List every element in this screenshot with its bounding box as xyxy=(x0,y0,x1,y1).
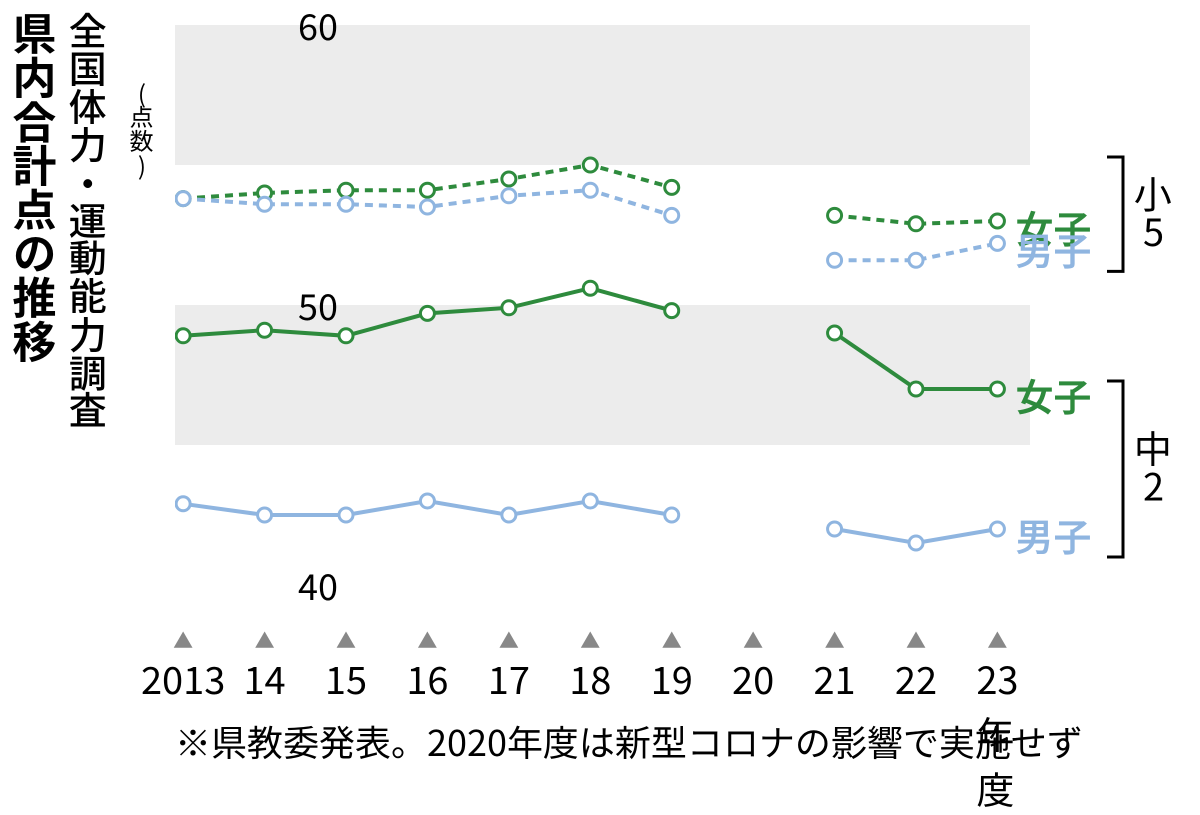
title-main: 県内合計点の推移 xyxy=(10,10,58,428)
title-sub: 全国体力・運動能力調査 xyxy=(66,10,108,428)
x-tick-label: 17 xyxy=(488,650,530,705)
group-label: 中2 xyxy=(1133,429,1171,505)
x-tick-label: 16 xyxy=(406,650,448,705)
y-tick-label: 60 xyxy=(298,0,338,51)
x-tick-label: 14 xyxy=(243,650,285,705)
x-tick-label: 15 xyxy=(325,650,367,705)
chart-container: 県内合計点の推移 全国体力・運動能力調査 (点数) 40 50 60 ▲2013▲1… xyxy=(0,0,1200,766)
x-ticks: ▲2013▲14▲15▲16▲17▲18▲19▲20▲21▲22▲23年度 xyxy=(175,625,1030,715)
series-label: 女子 xyxy=(1015,367,1091,422)
x-tick-label: 22 xyxy=(895,650,937,705)
y-tick-label: 50 xyxy=(298,279,338,331)
x-tick-label: 20 xyxy=(732,650,774,705)
x-tick-label: 18 xyxy=(569,650,611,705)
group-bracket: 中2 xyxy=(1107,379,1125,559)
y-tick-label: 40 xyxy=(298,559,338,611)
x-tick-label: 19 xyxy=(651,650,693,705)
group-label: 小5 xyxy=(1133,174,1171,250)
group-bracket: 小5 xyxy=(1107,155,1125,273)
y-axis-unit: (点数) xyxy=(124,80,159,176)
x-tick-label: 21 xyxy=(813,650,855,705)
series-label: 男子 xyxy=(1015,221,1091,276)
chart-note: ※県教委発表。2020年度は新型コロナの影響で実施せず xyxy=(175,715,1083,767)
series-label: 男子 xyxy=(1015,507,1091,562)
x-tick-label: 2013 xyxy=(141,650,225,705)
